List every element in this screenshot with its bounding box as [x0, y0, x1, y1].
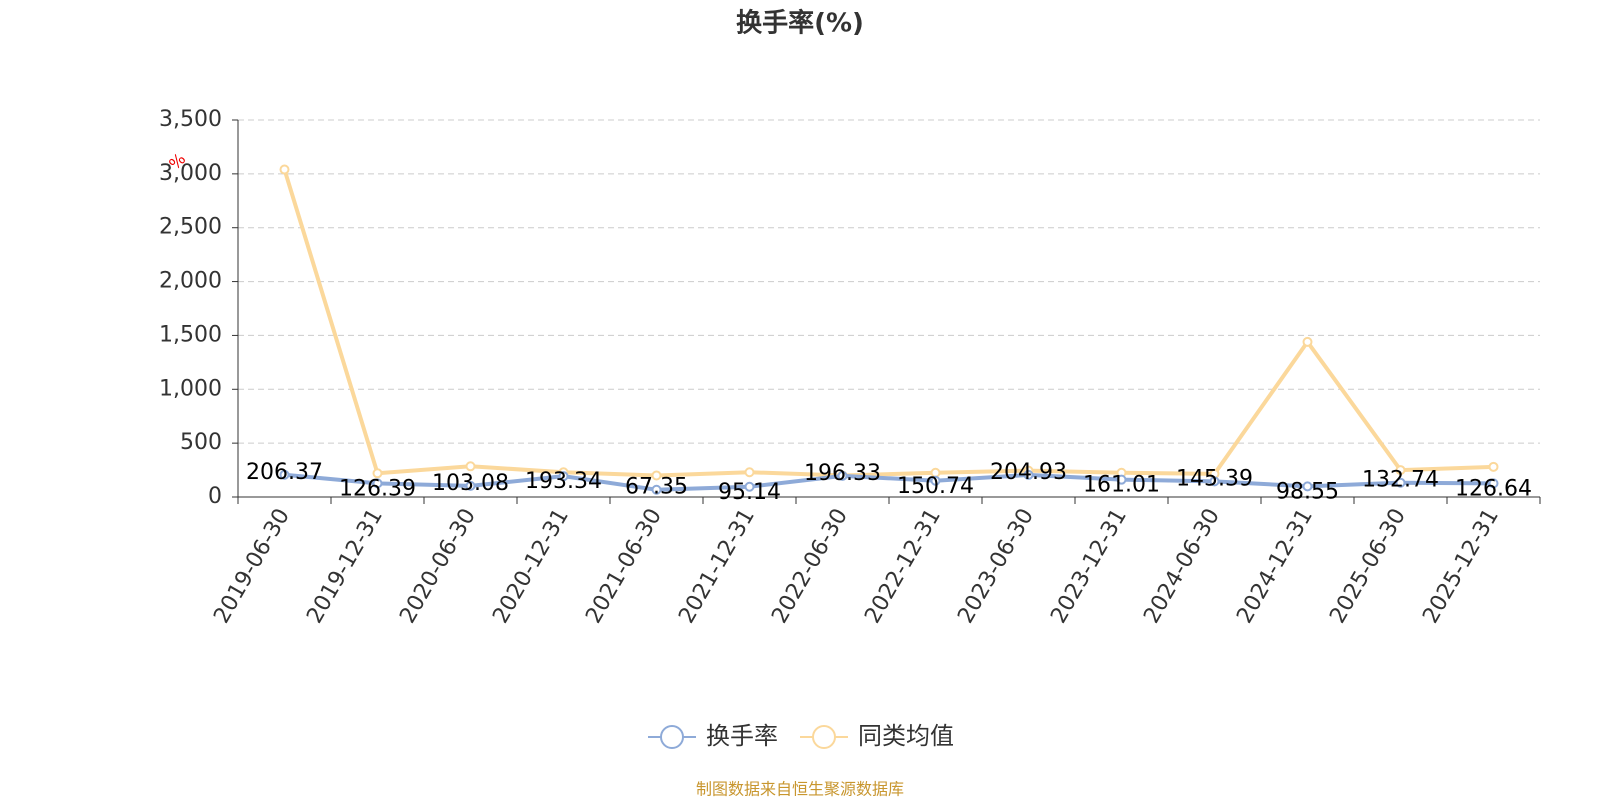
y-tick-label: 1,500 [159, 322, 222, 347]
legend-label: 同类均值 [858, 722, 954, 750]
data-label: 196.33 [804, 461, 881, 486]
point [1488, 461, 1499, 472]
point [465, 461, 476, 472]
legend-marker [812, 725, 836, 749]
point [651, 484, 662, 495]
point [1023, 469, 1034, 480]
point [837, 470, 848, 481]
y-tick-label: 2,000 [159, 269, 222, 294]
point [651, 470, 662, 481]
x-tick-label: 2021-06-30 [581, 505, 667, 628]
data-label: 206.37 [246, 460, 323, 485]
series-line [282, 168, 1494, 478]
x-tick-label: 2019-06-30 [209, 505, 295, 628]
legend-marker [660, 725, 684, 749]
x-tick-label: 2022-12-31 [860, 505, 946, 628]
data-label: 150.74 [897, 474, 974, 499]
x-tick-label: 2021-12-31 [674, 505, 760, 628]
point [372, 478, 383, 489]
point [465, 480, 476, 491]
data-label: 126.64 [1455, 476, 1532, 501]
x-tick-label: 2019-12-31 [302, 505, 388, 628]
point [1395, 477, 1406, 488]
data-label: 126.39 [339, 476, 416, 501]
legend-label: 换手率 [706, 722, 778, 750]
chart-title: 换手率(%) [736, 8, 864, 39]
data-label: 67.35 [625, 475, 688, 500]
point [930, 475, 941, 486]
data-label: 193.34 [525, 469, 602, 494]
y-tick-label: 2,500 [159, 215, 222, 240]
data-label: 95.14 [718, 480, 781, 505]
x-tick-label: 2024-06-30 [1139, 505, 1225, 628]
point [279, 164, 290, 175]
point [1395, 465, 1406, 476]
legend-item[interactable]: 同类均值 [800, 722, 954, 750]
legend-item[interactable]: 换手率 [648, 722, 778, 750]
source-note: 制图数据来自恒生聚源数据库 [696, 780, 904, 799]
y-tick-label: 500 [180, 430, 222, 455]
x-tick-label: 2025-12-31 [1418, 505, 1504, 628]
point [1488, 478, 1499, 489]
x-tick-label: 2023-12-31 [1046, 505, 1132, 628]
point [372, 468, 383, 479]
point [1302, 481, 1313, 492]
point [558, 471, 569, 482]
y-tick-label: 3,000 [159, 161, 222, 186]
point [744, 467, 755, 478]
point [744, 481, 755, 492]
series-line [284, 472, 1494, 492]
point [1302, 336, 1313, 347]
x-tick-label: 2020-12-31 [488, 505, 574, 628]
x-tick-label: 2022-06-30 [767, 505, 853, 628]
y-tick-label: 1,000 [159, 376, 222, 401]
point [1209, 476, 1220, 487]
point [279, 469, 290, 480]
x-tick-label: 2024-12-31 [1232, 505, 1318, 628]
y-tick-label: 0 [208, 484, 222, 509]
point [1116, 474, 1127, 485]
data-label: 204.93 [990, 460, 1067, 485]
x-tick-label: 2025-06-30 [1325, 505, 1411, 628]
data-label: 132.74 [1362, 468, 1439, 493]
data-label: 161.01 [1083, 473, 1160, 498]
data-label: 145.39 [1176, 466, 1253, 491]
x-tick-label: 2020-06-30 [395, 505, 481, 628]
x-tick-label: 2023-06-30 [953, 505, 1039, 628]
data-label: 98.55 [1276, 479, 1339, 504]
y-tick-label: 3,500 [159, 107, 222, 132]
data-label: 103.08 [432, 471, 509, 496]
